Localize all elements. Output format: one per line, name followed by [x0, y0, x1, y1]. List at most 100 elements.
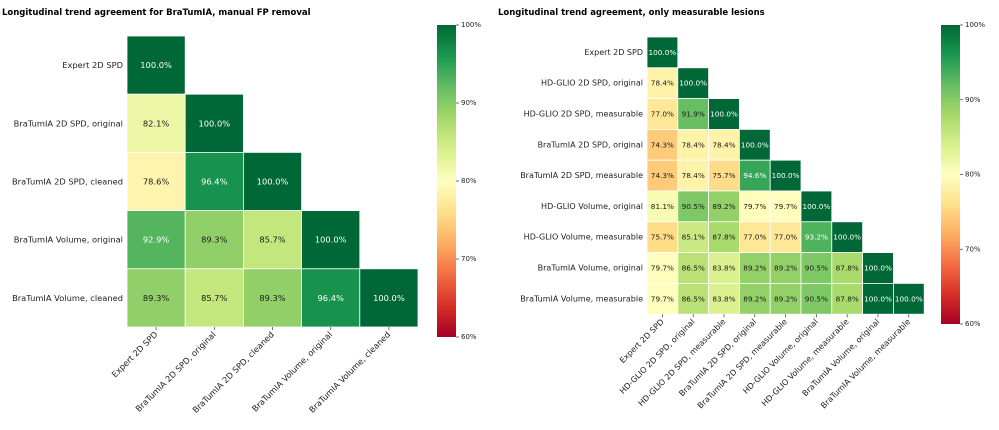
cell-label-right-r3-c3: 100.0% — [741, 140, 769, 149]
cell-label-right-r3-c2: 78.4% — [712, 140, 735, 149]
cell-label-left-r4-c2: 89.3% — [259, 293, 285, 303]
cell-label-right-r8-c5: 90.5% — [805, 294, 828, 303]
cell-label-left-r3-c1: 89.3% — [201, 235, 227, 245]
cell-label-right-r6-c0: 75.7% — [651, 233, 674, 242]
colorbar-tick-label-right-1: 70% — [965, 245, 981, 253]
heatmap-cell-right-r3-c1 — [677, 128, 709, 161]
row-label-right-hd-glio-volume-original: HD-GLIO Volume, original — [541, 202, 643, 211]
cell-label-right-r2-c0: 77.0% — [651, 110, 674, 119]
cell-label-left-r4-c4: 100.0% — [373, 293, 405, 303]
heatmap-cell-right-r5-c2 — [708, 190, 740, 223]
cell-label-left-r3-c0: 92.9% — [143, 235, 169, 245]
cell-label-left-r4-c3: 96.4% — [318, 293, 344, 303]
heatmap-panel-right: Longitudinal trend agreement, only measu… — [498, 8, 985, 410]
cell-label-right-r8-c4: 89.2% — [774, 294, 797, 303]
row-label-right-hd-glio-2d-spd-measurable: HD-GLIO 2D SPD, measurable — [524, 110, 644, 119]
heatmap-cell-right-r7-c6 — [831, 252, 863, 284]
heatmap-cell-right-r8-c4 — [769, 282, 802, 315]
cell-label-right-r2-c2: 100.0% — [710, 110, 738, 119]
cell-label-right-r6-c3: 77.0% — [743, 233, 766, 242]
heatmap-cell-right-r3-c0 — [646, 128, 679, 161]
heatmap-cell-right-r4-c4 — [769, 159, 802, 192]
cell-label-right-r7-c5: 90.5% — [805, 264, 828, 273]
heatmap-cell-left-r1-c1 — [184, 93, 244, 153]
heatmap-cell-left-r4-c4 — [359, 268, 419, 328]
colorbar-tick-label-left-4: 100% — [461, 21, 481, 29]
heatmap-panel-left: Longitudinal trend agreement for BraTumI… — [2, 8, 481, 415]
cell-label-right-r4-c3: 94.6% — [743, 171, 766, 180]
heatmap-cell-right-r0-c0 — [646, 36, 679, 69]
colorbar-tick-label-right-3: 90% — [965, 96, 981, 104]
cell-label-right-r8-c8: 100.0% — [895, 294, 923, 303]
cell-label-left-r2-c2: 100.0% — [257, 177, 289, 187]
cell-label-right-r8-c6: 87.8% — [836, 294, 859, 303]
cell-label-right-r7-c3: 89.2% — [743, 264, 766, 273]
row-label-right-hd-glio-2d-spd-original: HD-GLIO 2D SPD, original — [541, 79, 643, 88]
cell-label-right-r8-c1: 86.5% — [682, 294, 705, 303]
heatmap-cell-right-r8-c3 — [739, 282, 771, 315]
cell-label-left-r1-c0: 82.1% — [143, 118, 169, 128]
cell-label-right-r8-c2: 83.8% — [712, 294, 735, 303]
heatmap-cell-left-r3-c1 — [184, 210, 244, 270]
chart-title-left: Longitudinal trend agreement for BraTumI… — [2, 8, 311, 18]
cell-label-left-r3-c3: 100.0% — [315, 235, 347, 245]
cell-label-left-r1-c1: 100.0% — [198, 118, 230, 128]
cell-label-right-r6-c2: 87.8% — [712, 233, 735, 242]
heatmap-cell-left-r4-c2 — [242, 268, 302, 328]
heatmap-cell-right-r8-c5 — [800, 282, 833, 315]
heatmap-cell-right-r8-c6 — [831, 282, 863, 315]
heatmap-cell-right-r8-c8 — [893, 282, 925, 315]
heatmap-cell-left-r0-c0 — [126, 35, 186, 95]
row-label-right-bratumia-volume-measurable: BraTumIA Volume, measurable — [520, 294, 643, 303]
cell-label-right-r5-c3: 79.7% — [743, 202, 766, 211]
cell-label-right-r5-c5: 100.0% — [802, 202, 830, 211]
cell-label-left-r3-c2: 85.7% — [259, 235, 285, 245]
colorbar-tick-label-left-3: 90% — [461, 99, 477, 107]
cell-label-right-r7-c6: 87.8% — [836, 264, 859, 273]
col-label-left-expert-2d-spd: Expert 2D SPD — [109, 329, 159, 379]
heatmap-cell-right-r8-c0 — [646, 282, 679, 315]
heatmap-cell-right-r2-c0 — [646, 98, 679, 130]
cell-label-left-r4-c1: 85.7% — [201, 293, 227, 303]
cell-label-right-r8-c7: 100.0% — [864, 294, 892, 303]
heatmap-cell-right-r5-c0 — [646, 190, 679, 223]
cell-label-left-r2-c0: 78.6% — [143, 177, 169, 187]
heatmap-cell-left-r3-c3 — [301, 210, 361, 270]
cell-label-right-r4-c1: 78.4% — [682, 171, 705, 180]
cell-label-right-r7-c2: 83.8% — [712, 264, 735, 273]
heatmap-cell-right-r8-c1 — [677, 282, 709, 315]
heatmap-cell-right-r6-c5 — [800, 221, 833, 254]
colorbar-tick-label-left-0: 60% — [461, 333, 477, 341]
cell-label-right-r7-c7: 100.0% — [864, 264, 892, 273]
row-label-left-bratumia-2d-spd-cleaned: BraTumIA 2D SPD, cleaned — [12, 177, 123, 187]
heatmap-cell-left-r2-c2 — [242, 151, 302, 211]
cell-label-right-r0-c0: 100.0% — [648, 48, 676, 57]
cell-label-left-r2-c1: 96.4% — [201, 177, 227, 187]
heatmap-cell-right-r7-c7 — [862, 252, 894, 284]
colorbar-tick-label-right-2: 80% — [965, 171, 981, 179]
heatmap-cell-right-r3-c2 — [708, 128, 740, 161]
row-label-right-hd-glio-volume-measurable: HD-GLIO Volume, measurable — [524, 233, 643, 242]
colorbar-tick-label-right-4: 100% — [965, 21, 985, 29]
heatmap-cell-left-r4-c1 — [184, 268, 244, 328]
row-label-right-bratumia-2d-spd-measurable: BraTumIA 2D SPD, measurable — [520, 171, 643, 180]
colorbar-tick-label-left-1: 70% — [461, 255, 477, 263]
cell-label-left-r0-c0: 100.0% — [140, 60, 172, 70]
cell-label-right-r6-c1: 85.1% — [682, 233, 705, 242]
cell-label-right-r6-c4: 77.0% — [774, 233, 797, 242]
cell-label-right-r5-c0: 81.1% — [651, 202, 674, 211]
heatmap-cell-right-r6-c6 — [831, 221, 863, 254]
cell-label-right-r5-c4: 79.7% — [774, 202, 797, 211]
row-label-left-bratumia-volume-original: BraTumIA Volume, original — [14, 235, 123, 245]
heatmap-cell-right-r7-c3 — [739, 252, 771, 284]
cell-label-right-r3-c1: 78.4% — [682, 140, 705, 149]
chart-title-right: Longitudinal trend agreement, only measu… — [498, 8, 765, 18]
colorbar-left — [437, 25, 456, 337]
heatmap-cell-left-r2-c0 — [126, 151, 186, 211]
heatmap-cell-left-r2-c1 — [184, 151, 244, 211]
row-label-right-bratumia-2d-spd-original: BraTumIA 2D SPD, original — [538, 140, 643, 149]
row-label-right-bratumia-volume-original: BraTumIA Volume, original — [538, 264, 643, 273]
cell-label-right-r3-c0: 74.3% — [651, 140, 674, 149]
cell-label-right-r1-c0: 78.4% — [651, 79, 674, 88]
